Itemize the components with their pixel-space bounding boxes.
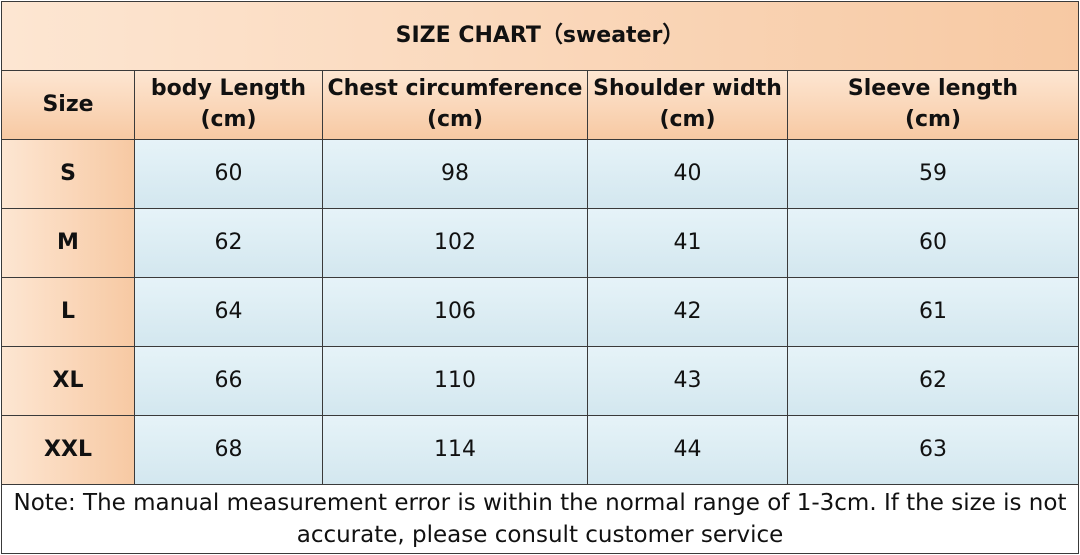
value-cell: 66: [134, 346, 323, 416]
value-cell: 61: [787, 277, 1079, 347]
note-text: accurate, please consult customer servic…: [296, 522, 784, 548]
size-label: M: [57, 229, 79, 255]
value: 59: [919, 160, 947, 186]
value-cell: 98: [322, 139, 588, 209]
value: 43: [673, 367, 702, 393]
title: SIZE CHART（sweater）: [395, 22, 685, 48]
value-cell: 42: [587, 277, 788, 347]
size-label: XXL: [44, 436, 92, 462]
size-cell: S: [1, 139, 135, 209]
value: 62: [919, 367, 947, 393]
value: 44: [673, 436, 702, 462]
value: 60: [214, 160, 243, 186]
value-cell: 110: [322, 346, 588, 416]
value: 42: [673, 298, 702, 324]
size-cell: XL: [1, 346, 135, 416]
header-text: Size: [42, 91, 94, 117]
size-label: S: [60, 160, 76, 186]
value-cell: 62: [134, 208, 323, 278]
value-cell: 60: [134, 139, 323, 209]
value: 114: [434, 436, 476, 462]
value: 110: [434, 367, 476, 393]
value: 63: [919, 436, 947, 462]
header-text: body Length: [150, 76, 307, 102]
size-cell: M: [1, 208, 135, 278]
value-cell: 68: [134, 415, 323, 485]
header-text: Sleeve length: [847, 76, 1019, 102]
value: 40: [673, 160, 702, 186]
value: 61: [919, 298, 947, 324]
value-cell: 43: [587, 346, 788, 416]
header-cell: body Length (cm): [134, 70, 323, 140]
value-cell: 64: [134, 277, 323, 347]
value: 64: [214, 298, 243, 324]
value: 60: [919, 229, 947, 255]
value: 68: [214, 436, 243, 462]
size-label: L: [60, 298, 76, 324]
value: 41: [673, 229, 702, 255]
value-cell: 114: [322, 415, 588, 485]
value-cell: 62: [787, 346, 1079, 416]
note-cell: Note: The manual measurement error is wi…: [1, 484, 1079, 554]
header-cell: Shoulder width (cm): [587, 70, 788, 140]
header-text: Shoulder width: [593, 76, 782, 102]
value-cell: 44: [587, 415, 788, 485]
value-cell: 60: [787, 208, 1079, 278]
header-text: (cm): [200, 107, 257, 132]
size-label: XL: [52, 367, 84, 393]
value-cell: 40: [587, 139, 788, 209]
value: 98: [441, 160, 469, 186]
value-cell: 63: [787, 415, 1079, 485]
value: 102: [434, 229, 476, 255]
header-text: (cm): [426, 107, 484, 132]
header-text: (cm): [659, 107, 716, 132]
header-cell: Sleeve length (cm): [787, 70, 1079, 140]
value-cell: 106: [322, 277, 588, 347]
title-cell: SIZE CHART（sweater）: [1, 1, 1079, 71]
value-cell: 41: [587, 208, 788, 278]
size-cell: XXL: [1, 415, 135, 485]
note-text: Note: The manual measurement error is wi…: [13, 489, 1067, 516]
header-cell: Chest circumference (cm): [322, 70, 588, 140]
value: 62: [214, 229, 243, 255]
value: 106: [434, 298, 476, 324]
header-text: Chest circumference: [327, 76, 583, 102]
size-cell: L: [1, 277, 135, 347]
value: 66: [214, 367, 243, 393]
value-cell: 59: [787, 139, 1079, 209]
header-cell: Size: [1, 70, 135, 140]
header-text: (cm): [904, 107, 962, 132]
value-cell: 102: [322, 208, 588, 278]
